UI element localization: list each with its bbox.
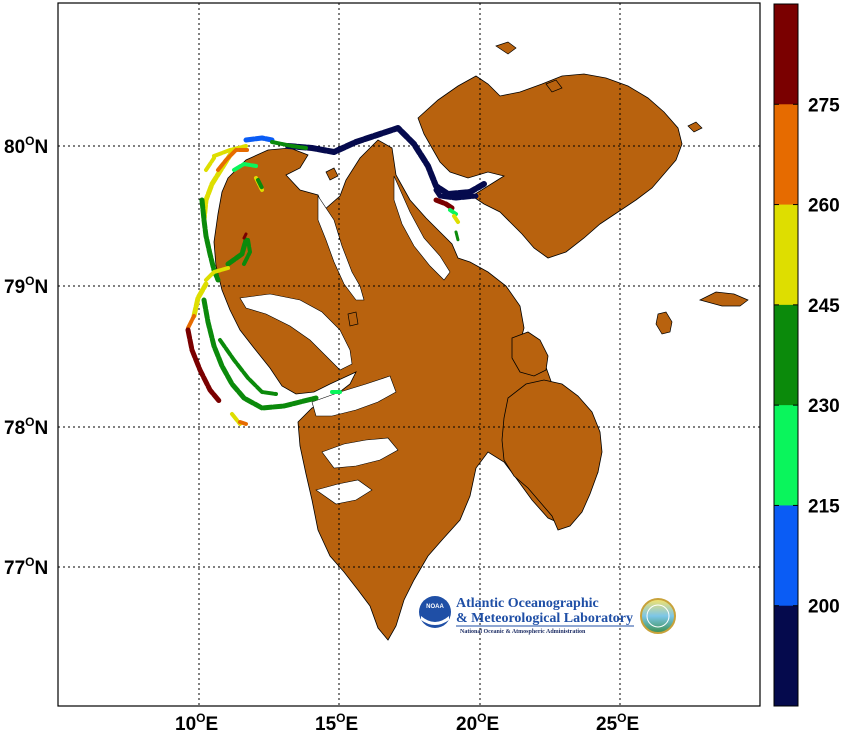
logo-line-3: National Oceanic & Atmospheric Administr…: [460, 629, 586, 635]
track-segment: [238, 420, 248, 426]
land-small-island: [495, 41, 517, 55]
track-segment: [256, 178, 264, 190]
colorbar-segment: [774, 405, 798, 506]
lat-label: 79ON: [4, 274, 48, 298]
track-segment: [242, 232, 248, 240]
track-segment: [448, 208, 458, 216]
logo-line-1: Atlantic Oceanographic: [456, 596, 599, 611]
colorbar-segment: [774, 505, 798, 607]
track-segment: [454, 230, 460, 242]
fjord-inner: [315, 479, 373, 505]
land-northeast-island: [417, 73, 683, 259]
track-segment: [225, 237, 249, 267]
colorbar-tick-label: 275: [808, 95, 840, 116]
land-barentsoya: [511, 331, 549, 377]
colorbar-tick-label: 245: [808, 296, 840, 317]
track-segment: [218, 338, 278, 396]
colorbar-tick-label: 200: [808, 597, 840, 618]
track-segment: [270, 140, 308, 150]
lon-label: 25OE: [596, 711, 639, 735]
track-segment: [204, 266, 230, 282]
noaa-logo-icon: [419, 596, 451, 628]
track-segment: [433, 197, 455, 211]
latitude-labels: 80ON 79ON 78ON 77ON: [4, 134, 48, 579]
colorbar-segment: [774, 204, 798, 306]
track-segment: [201, 297, 319, 411]
land-small-island: [655, 311, 673, 335]
lat-label: 80ON: [4, 134, 48, 158]
grid-lines: [58, 3, 760, 706]
track-segment: [212, 144, 248, 158]
colorbar-segment: [774, 4, 798, 105]
colorbar-segment: [774, 605, 798, 707]
track-segment: [242, 238, 252, 266]
track-segment: [433, 187, 479, 201]
track-segment: [232, 162, 258, 172]
colorbar-segment: [774, 104, 798, 206]
land-small-island: [347, 311, 359, 327]
logo-line-2: & Meteorological Laboratory: [456, 611, 633, 626]
land-small-island: [687, 121, 703, 133]
lat-label: 78ON: [4, 415, 48, 439]
aoml-seal-icon: [640, 598, 676, 634]
fjord-inner: [311, 375, 397, 417]
land-small-island: [545, 79, 563, 93]
lat-label: 77ON: [4, 555, 48, 579]
track-segment: [216, 148, 250, 172]
track-segment: [285, 125, 487, 197]
colorbar-tick-label: 260: [808, 196, 840, 217]
fjord-inner: [239, 293, 353, 371]
fjord-inner: [321, 437, 399, 469]
lon-label: 20OE: [456, 711, 499, 735]
track-segment: [185, 327, 223, 405]
lon-label: 10OE: [175, 711, 218, 735]
longitude-labels: 10OE 15OE 20OE 25OE: [175, 711, 639, 735]
colorbar: 200 215 230 245 260 275: [773, 3, 840, 707]
colorbar-tick-label: 215: [808, 496, 840, 517]
land-small-island: [325, 167, 339, 181]
colorbar-segment: [774, 304, 798, 406]
ship-track: [185, 125, 487, 426]
aoml-logo: NOAA Atlantic Oceanographic & Meteorolog…: [419, 596, 676, 635]
land-small-island: [699, 291, 749, 307]
track-segment: [204, 156, 216, 172]
fjord-inner: [393, 175, 451, 281]
colorbar-tick-label: 230: [808, 396, 840, 417]
track-segment: [186, 314, 196, 330]
track-segment: [452, 214, 460, 224]
track-segment: [243, 135, 275, 143]
noaa-badge-text: NOAA: [426, 604, 444, 610]
fjord-inner: [317, 195, 365, 301]
lon-label: 15OE: [315, 711, 358, 735]
land-southeast-island: [501, 379, 603, 531]
track-segment: [191, 281, 209, 319]
